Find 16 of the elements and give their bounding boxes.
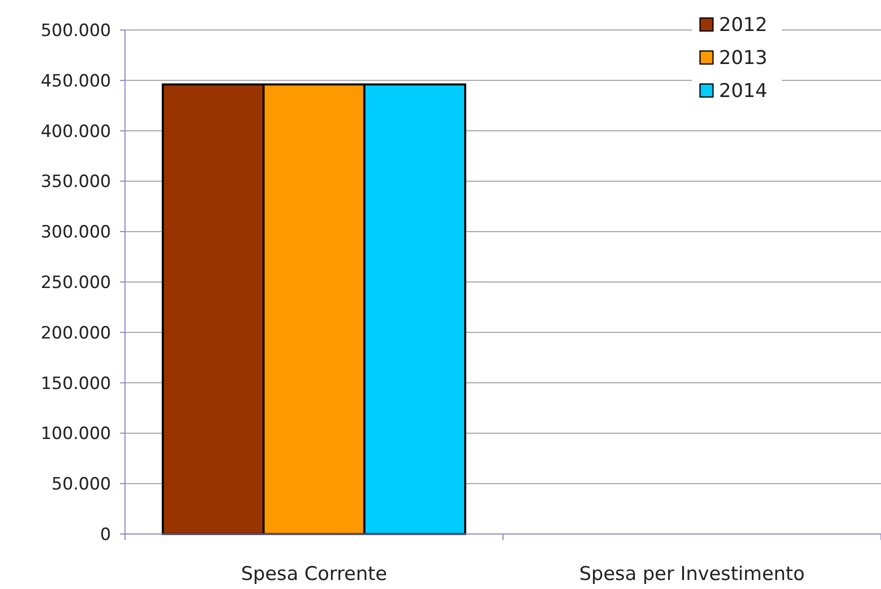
y-tick-label: 500.000	[40, 20, 111, 41]
y-tick-label: 100.000	[40, 424, 111, 444]
y-tick-label: 0	[100, 524, 111, 545]
y-tick-label: 400.000	[40, 122, 111, 142]
y-tick-label: 250.000	[40, 272, 111, 293]
y-tick-label: 300.000	[40, 222, 111, 243]
legend-label: 2012	[719, 14, 768, 36]
legend-label: 2014	[719, 80, 768, 102]
x-tick-label: Spesa per Investimento	[579, 563, 805, 585]
x-tick-label: Spesa Corrente	[240, 563, 388, 585]
y-tick-label: 200.000	[40, 323, 111, 344]
legend-label: 2013	[719, 47, 768, 70]
y-tick-label: 450.000	[40, 71, 111, 92]
y-tick-label: 350.000	[40, 172, 111, 192]
y-tick-label: 150.000	[40, 374, 111, 394]
y-tick-label: 50.000	[52, 474, 111, 495]
